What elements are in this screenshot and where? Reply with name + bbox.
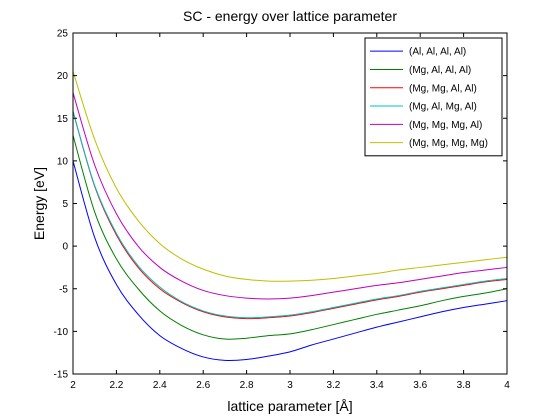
legend-box [364,37,503,157]
series-line-5 [72,92,508,300]
legend-label-1: (Al, Al, Al, Al) [409,47,466,58]
x-tick-label: 3.4 [370,380,384,391]
series-layer [72,71,508,362]
y-axis: -15 -10 -5 0 5 10 15 20 25 [54,29,507,381]
x-tick-label: 3.8 [457,380,471,391]
x-axis: 2 2.2 2.4 2.6 2.8 3 3.2 3.4 3.6 3.8 4 [70,33,510,391]
y-tick-label: -15 [54,370,69,381]
x-tick-label: 2 [70,380,76,391]
series-line-3 [72,111,508,320]
x-tick-label: 2.6 [196,380,210,391]
x-tick-label: 3.2 [326,380,340,391]
y-tick-label: -10 [54,327,69,338]
x-axis-label: lattice parameter [Å] [227,398,352,414]
series-line-6 [72,71,508,282]
y-tick-label: -5 [59,284,68,295]
x-tick-label: 3.6 [413,380,427,391]
y-tick-label: 10 [57,156,69,167]
legend-label-6: (Mg, Mg, Mg, Mg) [409,138,488,149]
series-line-1 [72,160,508,362]
x-tick-label: 2.2 [109,380,123,391]
legend-label-5: (Mg, Mg, Mg, Al) [409,120,482,131]
y-tick-label: 0 [62,242,68,253]
chart-title: SC - energy over lattice parameter [183,8,397,24]
series-line-4 [72,111,508,319]
y-tick-label: 15 [57,114,69,125]
legend-label-4: (Mg, Al, Mg, Al) [409,102,477,113]
y-axis-label: Energy [eV] [31,167,47,240]
y-tick-label: 25 [57,29,69,40]
legend-label-3: (Mg, Mg, Al, Al) [409,83,477,94]
legend-label-2: (Mg, Al, Al, Al) [409,65,471,76]
x-tick-label: 4 [504,380,510,391]
series-line-2 [72,135,508,340]
legend: (Al, Al, Al, Al) (Mg, Al, Al, Al) (Mg, Mg,… [364,37,503,157]
x-tick-label: 2.4 [153,380,167,391]
x-tick-label: 3 [287,380,293,391]
x-tick-label: 2.8 [240,380,254,391]
y-tick-label: 5 [62,199,68,210]
y-tick-label: 20 [57,71,69,82]
